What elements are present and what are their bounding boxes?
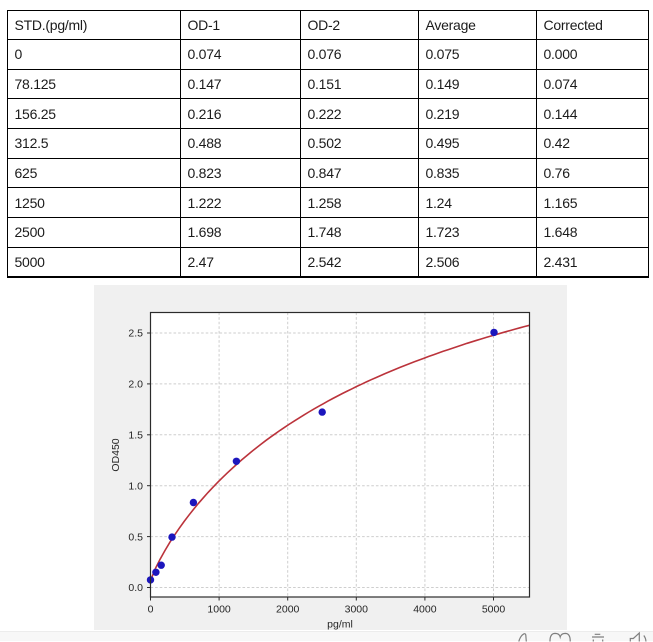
svg-text:4000: 4000 xyxy=(413,604,437,616)
svg-text:3000: 3000 xyxy=(345,604,369,616)
svg-text:2.5: 2.5 xyxy=(128,328,143,340)
svg-text:0: 0 xyxy=(148,604,154,616)
svg-text:1000: 1000 xyxy=(207,604,231,616)
svg-text:1.0: 1.0 xyxy=(128,480,143,492)
svg-text:0.5: 0.5 xyxy=(128,531,143,543)
svg-text:OD450: OD450 xyxy=(110,438,122,471)
svg-text:1.5: 1.5 xyxy=(128,430,143,442)
svg-text:pg/ml: pg/ml xyxy=(327,619,353,631)
svg-text:2000: 2000 xyxy=(276,604,300,616)
svg-text:2.0: 2.0 xyxy=(128,379,143,391)
svg-text:0.0: 0.0 xyxy=(128,582,143,594)
svg-text:5000: 5000 xyxy=(482,604,506,616)
